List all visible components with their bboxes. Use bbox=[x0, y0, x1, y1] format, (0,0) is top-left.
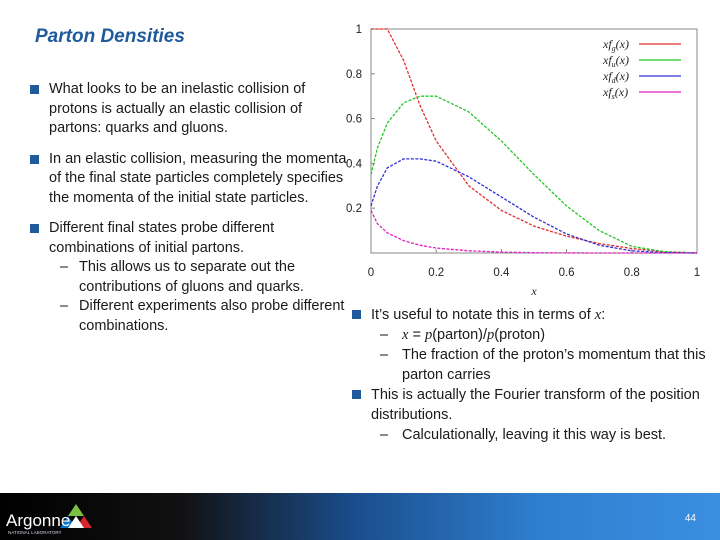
dash-icon: – bbox=[380, 327, 389, 343]
sub-bullet-text: The fraction of the proton’s momentum th… bbox=[402, 347, 706, 383]
bullet-final-states: Different final states probe different c… bbox=[30, 219, 350, 258]
p-variable: p bbox=[424, 327, 433, 343]
colon: : bbox=[601, 307, 606, 323]
bullet-text: In an elastic collision, measuring the m… bbox=[49, 150, 347, 206]
x-tick-label: 0.2 bbox=[428, 267, 444, 279]
x-variable: x bbox=[594, 307, 602, 323]
legend-label: xfg(x) bbox=[602, 37, 629, 53]
bullet-square-icon bbox=[352, 390, 361, 399]
x-axis-label: x bbox=[530, 284, 537, 298]
equals-sign: = bbox=[408, 327, 425, 343]
bullet-text: What looks to be an inelastic collision … bbox=[49, 81, 306, 136]
bullet-inelastic-collision: What looks to be an inelastic collision … bbox=[30, 80, 350, 139]
legend-label: xfu(x) bbox=[602, 53, 629, 69]
proton-text: (proton) bbox=[494, 327, 546, 343]
sub-bullet-x-definition: – x = p(parton)/p(proton) bbox=[352, 325, 712, 345]
sub-bullet-fraction: – The fraction of the proton’s momentum … bbox=[352, 345, 712, 385]
logo-triangle-green bbox=[68, 504, 84, 516]
y-tick-label: 1 bbox=[356, 24, 362, 36]
x-tick-label: 0.8 bbox=[624, 267, 640, 279]
bullet-elastic-collision: In an elastic collision, measuring the m… bbox=[30, 150, 350, 209]
p-variable: p bbox=[487, 327, 495, 343]
dash-icon: – bbox=[380, 347, 389, 363]
left-bullet-list: What looks to be an inelastic collision … bbox=[30, 80, 350, 336]
series-line-xfgx bbox=[371, 28, 698, 254]
dash-icon: – bbox=[380, 427, 389, 443]
parton-text: (parton)/ bbox=[432, 327, 488, 343]
x-tick-label: 0 bbox=[368, 267, 374, 279]
parton-density-chart: 0 0.2 0.4 0.6 0.8 1 0.2 0.4 0.6 0.8 1 xfg(x)xfu(x)… bbox=[346, 24, 700, 298]
x-tick-label: 0.6 bbox=[559, 267, 575, 279]
x-tick-label: 0.4 bbox=[493, 267, 510, 279]
bullet-square-icon bbox=[30, 85, 39, 94]
logo-wordmark: Argonne bbox=[6, 511, 70, 530]
series-line-xfsx bbox=[370, 210, 697, 254]
series-line-xfdx bbox=[370, 158, 698, 254]
logo-triangle-white bbox=[68, 516, 84, 528]
bullet-fourier: This is actually the Fourier transform o… bbox=[352, 385, 712, 425]
right-bullet-list: It’s useful to notate this in terms of x… bbox=[352, 305, 712, 445]
sub-bullet-text: This allows us to separate out the contr… bbox=[79, 259, 304, 295]
dash-icon: – bbox=[60, 298, 69, 314]
y-tick-label: 0.4 bbox=[346, 158, 363, 170]
bullet-text: It’s useful to notate this in terms of bbox=[371, 307, 591, 323]
bullet-text: Different final states probe different c… bbox=[49, 220, 275, 256]
logo-subtext: NATIONAL LABORATORY bbox=[8, 530, 62, 535]
y-tick-label: 0.8 bbox=[346, 69, 362, 81]
series-line-xfux bbox=[370, 95, 698, 254]
slide-title: Parton Densities bbox=[35, 26, 185, 47]
sub-bullet-text: Calculationally, leaving it this way is … bbox=[402, 427, 667, 443]
sub-bullet-gluons-quarks: – This allows us to separate out the con… bbox=[30, 258, 350, 297]
sub-bullet-calculationally: – Calculationally, leaving it this way i… bbox=[352, 425, 712, 445]
dash-icon: – bbox=[60, 259, 69, 275]
bullet-notate-x: It’s useful to notate this in terms of x… bbox=[352, 305, 712, 325]
plot-frame bbox=[370, 28, 698, 254]
bullet-square-icon bbox=[30, 224, 39, 233]
legend-label: xfd(x) bbox=[602, 69, 629, 85]
legend-label: xfs(x) bbox=[602, 85, 628, 101]
x-variable: x bbox=[402, 327, 409, 343]
x-tick-label: 1 bbox=[694, 267, 700, 279]
y-tick-label: 0.2 bbox=[346, 203, 362, 215]
y-tick-label: 0.6 bbox=[346, 114, 362, 126]
argonne-logo: Argonne NATIONAL LABORATORY bbox=[6, 504, 92, 535]
footer-bar bbox=[0, 493, 720, 540]
sub-bullet-text: Different experiments also probe differe… bbox=[79, 298, 345, 334]
bullet-square-icon bbox=[352, 310, 361, 319]
sub-bullet-experiments: – Different experiments also probe diffe… bbox=[30, 297, 350, 336]
bullet-square-icon bbox=[30, 154, 39, 164]
bullet-text: This is actually the Fourier transform o… bbox=[371, 387, 700, 423]
page-number: 44 bbox=[684, 513, 696, 524]
